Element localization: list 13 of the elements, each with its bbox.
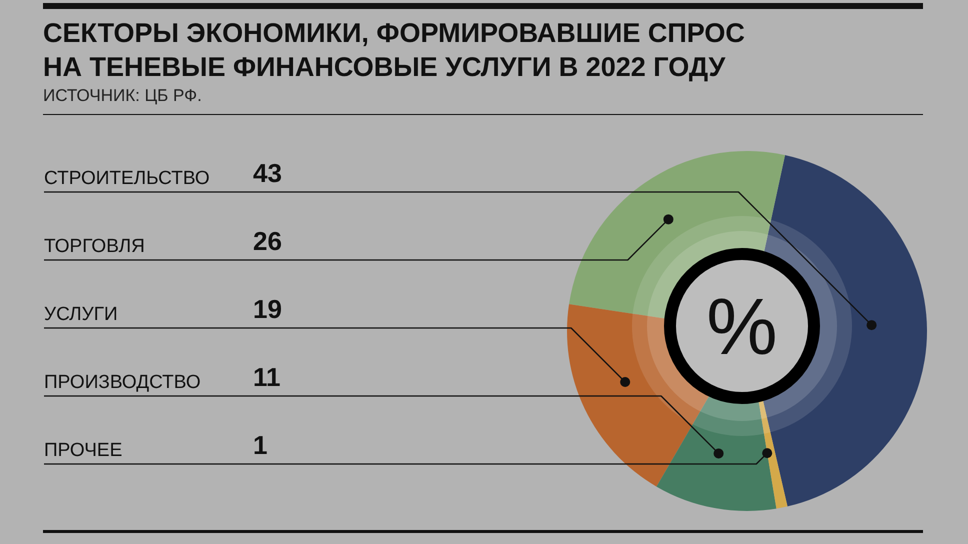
- data-label: 43: [253, 158, 282, 188]
- text: ИСТОЧНИК: ЦБ РФ.: [43, 86, 202, 106]
- slice-label: ТОРГОВЛЯ: [44, 236, 145, 257]
- text: %: [706, 282, 778, 371]
- slice-label: ПРОЧЕЕ: [44, 440, 122, 461]
- data-label: 19: [253, 294, 282, 324]
- chart-title: СЕКТОРЫ ЭКОНОМИКИ, ФОРМИРОВАВШИЕ СПРОС НА ТЕНЕВЫЕ ФИНАНСОВЫЕ УСЛУГИ В 2022 ГОДУ: [43, 17, 746, 84]
- data-label: 1: [253, 430, 268, 460]
- slice-label: УСЛУГИ: [44, 304, 118, 325]
- data-label: 26: [253, 226, 282, 256]
- slice-label: СТРОИТЕЛЬСТВО: [44, 168, 210, 189]
- slice-label: ПРОИЗВОДСТВО: [44, 372, 201, 393]
- data-label: 11: [253, 362, 280, 392]
